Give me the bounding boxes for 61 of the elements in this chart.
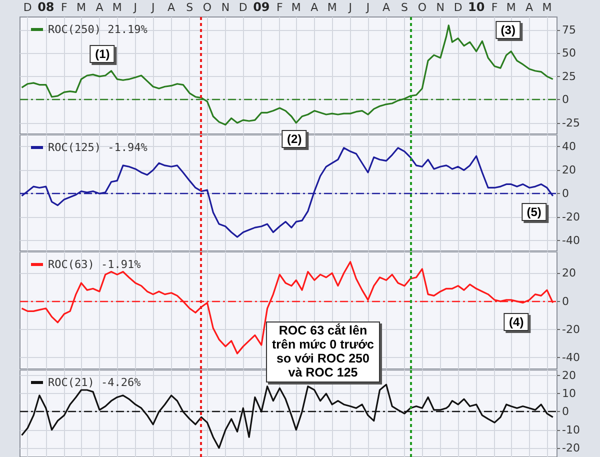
annotation: (2): [282, 130, 307, 148]
x-tick-label: O: [418, 1, 427, 14]
x-tick-label: D: [238, 1, 248, 14]
x-tick-label: M: [112, 1, 122, 14]
x-tick-label: M: [542, 1, 552, 14]
x-tick-label: 09: [253, 0, 270, 14]
y-tick-label: -40: [562, 351, 580, 364]
y-tick-label: 20: [562, 164, 576, 177]
y-tick-label: -20: [562, 210, 580, 224]
y-tick-label: -20: [562, 441, 580, 454]
legend-label: ROC(250) 21.19%: [48, 23, 148, 36]
y-tick-label: 10: [562, 387, 576, 400]
x-tick-label: J: [365, 1, 370, 14]
annotation: (3): [496, 21, 520, 39]
annotation: (1): [90, 45, 115, 64]
y-tick-label: -25: [562, 116, 580, 130]
y-tick-label: -40: [562, 234, 580, 247]
x-tick-label: D: [23, 1, 32, 14]
x-tick-label: J: [150, 1, 155, 14]
x-tick-label: F: [276, 1, 283, 14]
x-tick-label: A: [168, 1, 176, 14]
x-tick-label: F: [491, 1, 498, 14]
y-tick-label: -20: [562, 323, 580, 336]
y-tick-label: 0: [562, 93, 569, 106]
y-tick-label: 40: [562, 140, 576, 154]
legend-label: ROC(21) -4.26%: [48, 376, 142, 389]
y-tick-label: 20: [562, 369, 576, 382]
legend-label: ROC(125) -1.94%: [48, 141, 148, 154]
y-tick-label: -10: [562, 423, 580, 436]
x-tick-label: A: [310, 1, 319, 14]
line-series: [20, 24, 554, 126]
y-tick-label: 25: [562, 70, 576, 83]
x-tick-label: M: [76, 1, 86, 14]
x-tick-label: S: [186, 1, 194, 14]
x-tick-label: M: [291, 1, 301, 14]
y-tick-label: 50: [562, 46, 576, 60]
x-tick-label: O: [202, 1, 212, 14]
x-tick-label: N: [221, 1, 230, 14]
x-tick-label: S: [401, 1, 408, 14]
y-tick-label: 0: [562, 405, 569, 418]
x-tick-label: F: [60, 1, 68, 14]
x-tick-label: D: [454, 1, 462, 14]
line-series: [20, 261, 554, 354]
x-tick-label: A: [96, 1, 104, 14]
x-tick-label: A: [526, 1, 534, 14]
x-tick-label: 10: [468, 0, 485, 14]
x-tick-label: J: [132, 1, 138, 14]
y-tick-label: 0: [562, 187, 569, 200]
x-tick-label: M: [506, 1, 516, 14]
x-tick-label: J: [348, 1, 352, 14]
x-tick-label: M: [327, 1, 337, 14]
x-tick-label: A: [382, 1, 390, 14]
y-tick-label: 0: [562, 294, 569, 308]
x-tick-label: 08: [38, 0, 54, 14]
annotation: (5): [522, 203, 546, 222]
x-tick-label: N: [436, 1, 445, 14]
legend-label: ROC(63) -1.91%: [48, 258, 142, 271]
y-tick-label: 75: [562, 24, 576, 36]
annotation: ROC 63 cắt lên trên mức 0 trước so với ROC 250 và ROC 125: [266, 322, 380, 382]
y-tick-label: 20: [562, 266, 576, 280]
annotation: (4): [504, 313, 529, 332]
